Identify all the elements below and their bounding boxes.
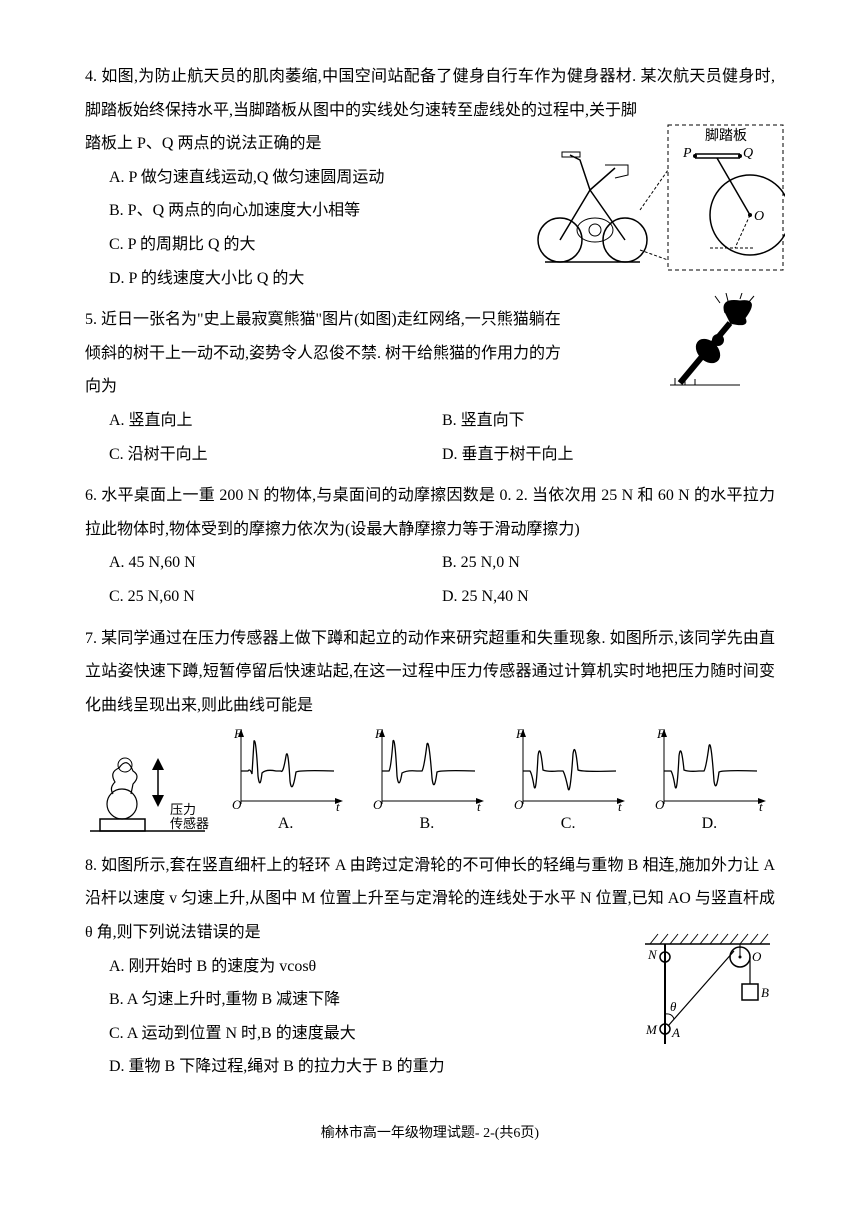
svg-text:F: F — [656, 726, 666, 741]
q4-option-c: C. P 的周期比 Q 的大 — [109, 228, 495, 262]
q6-option-c: C. 25 N,60 N — [109, 580, 442, 614]
q4-option-a: A. P 做匀速直线运动,Q 做匀速圆周运动 — [109, 161, 495, 195]
q8-figure: O N M A B θ — [640, 929, 775, 1049]
svg-text:t: t — [477, 799, 481, 811]
q4-option-d: D. P 的线速度大小比 Q 的大 — [109, 262, 495, 296]
svg-text:F: F — [233, 726, 243, 741]
svg-text:O: O — [373, 797, 383, 811]
q5-stem2: 倾斜的树干上一动不动,姿势令人忍俊不禁. 树干给熊猫的作用力的方 — [85, 337, 645, 371]
q8-option-d: D. 重物 B 下降过程,绳对 B 的拉力大于 B 的重力 — [109, 1050, 625, 1084]
question-8: 8. 如图所示,套在竖直细杆上的轻环 A 由跨过定滑轮的不可伸长的轻绳与重物 B… — [85, 849, 775, 1084]
q7-sensor-figure: 压力 传感器 — [85, 746, 210, 841]
svg-text:O: O — [754, 209, 764, 224]
svg-text:Q: Q — [743, 146, 753, 161]
svg-text:O: O — [655, 797, 665, 811]
svg-text:B: B — [761, 985, 769, 1000]
q8-option-b: B. A 匀速上升时,重物 B 减速下降 — [109, 983, 625, 1017]
q7-chart-a: F O t A. — [220, 726, 351, 841]
q4-figure: 脚踏板 P Q O — [520, 120, 785, 275]
q6-option-d: D. 25 N,40 N — [442, 580, 775, 614]
svg-text:F: F — [374, 726, 384, 741]
q8-option-a: A. 刚开始时 B 的速度为 vcosθ — [109, 950, 625, 984]
svg-text:F: F — [515, 726, 525, 741]
svg-text:O: O — [232, 797, 242, 811]
q4-stem: 4. 如图,为防止航天员的肌肉萎缩,中国空间站配备了健身自行车作为健身器材. 某… — [85, 60, 775, 127]
q5-option-b: B. 竖直向下 — [442, 404, 775, 438]
q5-stem: 5. 近日一张名为"史上最寂寞熊猫"图片(如图)走红网络,一只熊猫躺在 — [85, 311, 561, 328]
q5-option-a: A. 竖直向上 — [109, 404, 442, 438]
q6-option-a: A. 45 N,60 N — [109, 546, 442, 580]
svg-text:t: t — [336, 799, 340, 811]
question-5: 5. 近日一张名为"史上最寂寞熊猫"图片(如图)走红网络,一只熊猫躺在 倾斜的树… — [85, 303, 775, 471]
q5-option-d: D. 垂直于树干向上 — [442, 438, 775, 472]
svg-text:压力: 压力 — [170, 802, 196, 817]
q6-stem: 6. 水平桌面上一重 200 N 的物体,与桌面间的动摩擦因数是 0. 2. 当… — [85, 479, 775, 546]
q7-chart-d: F O t D. — [644, 726, 775, 841]
svg-text:P: P — [682, 146, 692, 161]
page-footer: 榆林市高一年级物理试题- 2-(共6页) — [85, 1119, 775, 1148]
svg-text:θ: θ — [670, 999, 677, 1014]
q5-figure — [670, 293, 790, 393]
question-4: 4. 如图,为防止航天员的肌肉萎缩,中国空间站配备了健身自行车作为健身器材. 某… — [85, 60, 775, 295]
q5-option-c: C. 沿树干向上 — [109, 438, 442, 472]
svg-text:O: O — [752, 949, 762, 964]
q4-option-b: B. P、Q 两点的向心加速度大小相等 — [109, 194, 495, 228]
q7-figures: 压力 传感器 F O t A. F O t — [85, 726, 775, 841]
q7-stem: 7. 某同学通过在压力传感器上做下蹲和起立的动作来研究超重和失重现象. 如图所示… — [85, 622, 775, 723]
svg-text:M: M — [645, 1022, 658, 1037]
svg-text:脚踏板: 脚踏板 — [705, 128, 747, 144]
q6-option-b: B. 25 N,0 N — [442, 546, 775, 580]
svg-text:t: t — [759, 799, 763, 811]
q5-stem3: 向为 — [85, 370, 645, 404]
svg-text:传感器: 传感器 — [170, 816, 209, 831]
svg-text:t: t — [618, 799, 622, 811]
q8-option-c: C. A 运动到位置 N 时,B 的速度最大 — [109, 1017, 625, 1051]
svg-text:O: O — [514, 797, 524, 811]
svg-text:A: A — [671, 1025, 680, 1040]
svg-text:N: N — [647, 947, 658, 962]
question-6: 6. 水平桌面上一重 200 N 的物体,与桌面间的动摩擦因数是 0. 2. 当… — [85, 479, 775, 613]
q7-chart-c: F O t C. — [503, 726, 634, 841]
q4-stem2: 踏板上 P、Q 两点的说法正确的是 — [85, 127, 495, 161]
q7-chart-b: F O t B. — [361, 726, 492, 841]
question-7: 7. 某同学通过在压力传感器上做下蹲和起立的动作来研究超重和失重现象. 如图所示… — [85, 622, 775, 841]
